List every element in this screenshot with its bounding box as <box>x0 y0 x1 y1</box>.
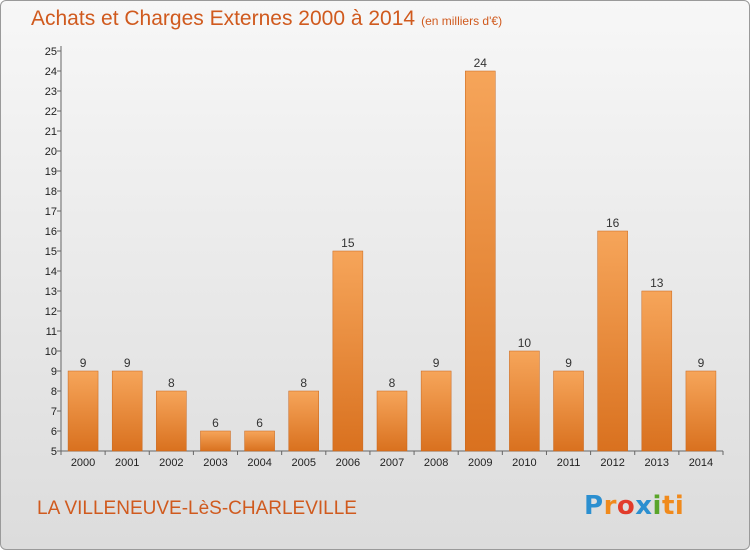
y-tick-label: 14 <box>45 266 57 278</box>
bar-value-label: 10 <box>518 336 532 350</box>
bar <box>509 350 540 452</box>
y-tick-label: 13 <box>45 286 57 298</box>
x-tick-label: 2012 <box>600 457 624 469</box>
bar <box>111 370 143 452</box>
bar-value-label: 9 <box>698 356 705 370</box>
chart-title: Achats et Charges Externes 2000 à 2014 (e… <box>31 7 502 31</box>
bar-value-label: 15 <box>341 236 355 250</box>
y-tick-label: 21 <box>45 126 57 138</box>
bar-value-label: 8 <box>168 376 175 390</box>
y-tick-label: 19 <box>45 166 57 178</box>
y-tick-label: 6 <box>51 426 57 438</box>
y-tick-label: 15 <box>45 246 57 258</box>
proxiti-logo[interactable]: Proxiti <box>584 491 684 521</box>
y-tick-label: 10 <box>45 346 57 358</box>
logo-letter: i <box>652 491 662 521</box>
bar-value-label: 16 <box>606 216 620 230</box>
logo-letter: P <box>584 491 604 521</box>
bar-value-label: 8 <box>300 376 307 390</box>
bar-value-label: 9 <box>433 356 440 370</box>
y-tick-label: 9 <box>51 366 57 378</box>
bar-value-label: 13 <box>650 276 664 290</box>
bar-value-label: 6 <box>256 416 263 430</box>
x-tick-label: 2000 <box>71 457 95 469</box>
y-tick-label: 25 <box>45 46 57 58</box>
bar <box>244 430 275 452</box>
bar <box>67 370 99 452</box>
bar <box>553 370 584 452</box>
chart-unit: (en milliers d'€) <box>421 14 503 28</box>
bar-value-label: 9 <box>80 356 87 370</box>
y-tick-label: 18 <box>45 186 57 198</box>
chart-bars: 9 9 8 6 6 8 15 8 9 24 10 9 16 13 9 <box>67 56 717 452</box>
bar <box>465 70 496 452</box>
bar <box>420 370 452 452</box>
y-tick-label: 24 <box>45 66 57 78</box>
x-tick-label: 2004 <box>247 457 271 469</box>
x-tick-label: 2010 <box>512 457 536 469</box>
y-tick-label: 8 <box>51 386 57 398</box>
x-tick-label: 2002 <box>159 457 183 469</box>
bar <box>288 390 319 452</box>
bar <box>376 390 408 452</box>
x-tick-label: 2014 <box>689 457 713 469</box>
x-tick-label: 2007 <box>380 457 404 469</box>
bar-value-label: 24 <box>474 56 488 70</box>
bar <box>641 290 673 452</box>
y-tick-label: 5 <box>51 446 57 458</box>
bar <box>597 230 628 452</box>
bar <box>685 370 717 452</box>
logo-letter: ti <box>661 491 685 521</box>
bar-value-label: 8 <box>389 376 396 390</box>
bar <box>332 250 364 452</box>
bar-value-label: 9 <box>124 356 131 370</box>
chart-title-text: Achats et Charges Externes 2000 à 2014 <box>31 7 416 30</box>
x-tick-label: 2006 <box>336 457 360 469</box>
y-tick-label: 20 <box>45 146 57 158</box>
y-tick-label: 23 <box>45 86 57 98</box>
x-tick-label: 2011 <box>557 457 581 469</box>
x-tick-label: 2009 <box>468 457 492 469</box>
y-tick-label: 7 <box>51 406 57 418</box>
logo-letter: x <box>635 491 653 521</box>
y-tick-label: 12 <box>45 306 57 318</box>
bar <box>156 390 187 452</box>
commune-name: LA VILLENEUVE-LèS-CHARLEVILLE <box>37 498 357 519</box>
x-tick-label: 2005 <box>291 457 315 469</box>
logo-letter: r <box>603 491 617 521</box>
y-tick-label: 16 <box>45 226 57 238</box>
x-tick-label: 2003 <box>203 457 227 469</box>
y-tick-label: 22 <box>45 106 57 118</box>
logo-letter: o <box>616 491 636 521</box>
bar-value-label: 6 <box>212 416 219 430</box>
y-tick-label: 17 <box>45 206 57 218</box>
bar <box>200 430 231 452</box>
x-tick-label: 2013 <box>645 457 669 469</box>
y-tick-label: 11 <box>46 326 57 338</box>
bar-value-label: 9 <box>565 356 572 370</box>
x-tick-label: 2008 <box>424 457 448 469</box>
x-tick-label: 2001 <box>115 457 139 469</box>
